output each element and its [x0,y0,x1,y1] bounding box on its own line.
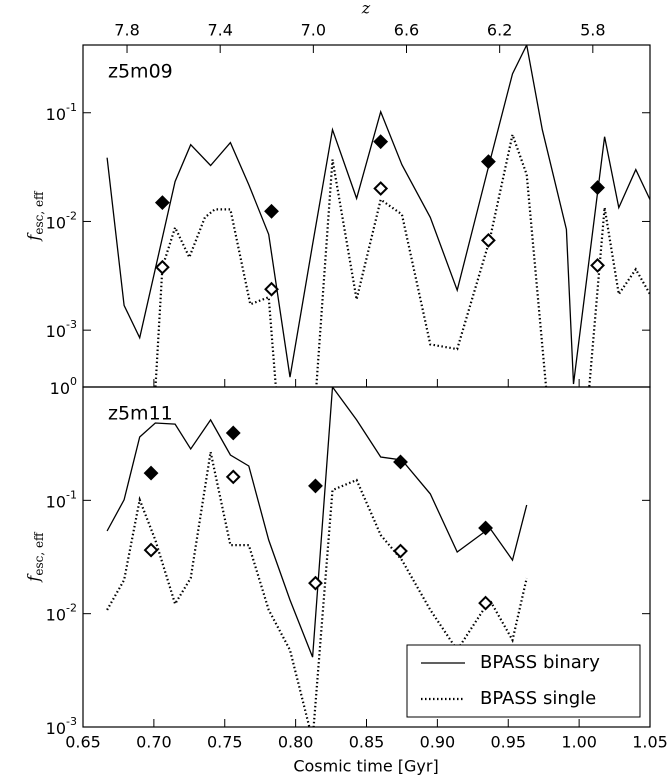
diamond-marker [154,259,170,275]
x2-tick-label: 7.0 [301,21,326,40]
series-line [106,387,528,658]
panel-label: z5m09 [108,61,173,83]
diamond-marker [373,181,389,196]
x2-tick-label: 7.8 [114,21,139,40]
diamond-marker [478,595,493,611]
y-tick-label: 10-2 [46,209,77,232]
y-tick-label: 10-2 [46,602,77,625]
diamond-marker [225,425,241,441]
diamond-marker [590,180,605,195]
y-tick-label: 10-1 [46,488,77,511]
y-tick-label: 10-3 [46,715,77,738]
x2-tick-label: 5.8 [580,21,605,40]
y-label: fesc, eff [24,531,46,583]
x2-tick-label: 6.2 [487,21,512,40]
x-tick-label: 0.70 [136,733,172,752]
x2-tick-label: 7.4 [207,21,232,40]
diamond-marker [225,469,241,485]
y-tick-label: 10-1 [46,101,77,124]
diamond-marker [143,542,159,558]
y-label-sub: esc, eff [32,531,46,576]
diamond-marker [373,134,389,150]
x-tick-label: 0.90 [420,733,456,752]
diamond-marker [264,203,279,219]
x-tick-label: 1.00 [561,733,597,752]
plot-area [106,45,650,387]
x-tick-label: 0.95 [490,733,526,752]
diamond-marker [308,478,323,494]
x-tick-label: 0.85 [349,733,385,752]
plot-area [106,387,528,727]
y-tick-label: 100 [50,375,77,398]
diamond-marker [154,195,170,211]
legend-box [406,644,641,718]
x-tick-label: 1.05 [632,733,668,752]
diamond-marker [393,543,408,559]
y-label: fesc, eff [24,190,46,242]
y-tick-label: 10-3 [46,318,77,341]
x2-tick-label: 6.6 [394,21,419,40]
diamond-marker [393,454,408,470]
y-label-main: f [24,232,43,242]
series-line [154,130,650,387]
diamond-marker [143,465,159,481]
diamond-marker [480,154,496,170]
diamond-marker [480,232,496,248]
x-tick-label: 0.65 [65,733,101,752]
x-tick-label: 0.80 [278,733,314,752]
x-tick-label: 0.75 [207,733,243,752]
legend-label: BPASS binary [480,652,600,673]
panel-label: z5m11 [108,403,173,425]
diamond-marker [264,281,279,297]
diamond-marker [590,258,605,273]
x-label: Cosmic time [Gyr] [293,757,438,776]
legend-label: BPASS single [480,688,596,709]
y-label-sub: esc, eff [32,190,46,235]
diamond-marker [478,520,493,536]
diamond-marker [308,575,323,591]
x2-label: z [361,0,371,18]
panel-frame [82,44,651,388]
series-line [106,45,650,385]
y-label-main: f [24,573,43,583]
